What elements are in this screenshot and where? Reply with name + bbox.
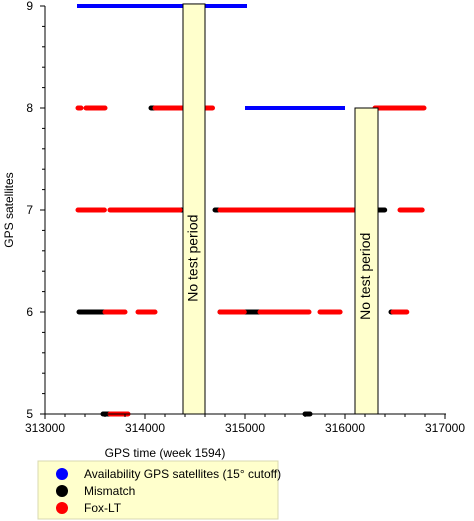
legend-marker-1: [56, 468, 68, 480]
y-tick-label-2: 6: [26, 305, 33, 319]
y-axis-title: GPS satellites: [2, 172, 16, 247]
no-test-band-label-2: No test period: [357, 233, 373, 320]
x-axis-title: GPS time (week 1594): [105, 446, 226, 460]
axes-layer: 313000 314000 315000 316000 317000 5 6 7 8 9: [25, 0, 465, 435]
legend-label-1: Availability GPS satellites (15° cutoff): [84, 467, 281, 481]
x-tick-label-4: 316000: [325, 421, 365, 435]
series-1: [77, 4, 345, 110]
legend-items: Availability GPS satellites (15° cutoff)…: [56, 467, 281, 515]
no-test-band-1: [182, 3, 206, 415]
legend: Availability GPS satellites (15° cutoff)…: [37, 460, 281, 520]
y-tick-label-1: 5: [26, 407, 33, 421]
series-layer: No test period No test period: [75, 3, 427, 417]
legend-label-2: Mismatch: [84, 484, 135, 498]
x-tick-label-2: 314000: [125, 421, 165, 435]
series-2: [76, 105, 400, 417]
x-tick-label-5: 317000: [425, 421, 465, 435]
legend-marker-3: [56, 502, 68, 514]
legend-box: [37, 460, 279, 520]
y-tick-label-4: 8: [26, 101, 33, 115]
y-tick-label-5: 9: [26, 0, 33, 13]
legend-label-3: Fox-LT: [84, 501, 122, 515]
x-tick-label-3: 315000: [225, 421, 265, 435]
legend-marker-2: [56, 485, 68, 497]
no-test-band-label-1: No test period: [185, 215, 201, 302]
y-tick-label-3: 7: [26, 203, 33, 217]
x-tick-label-1: 313000: [25, 421, 65, 435]
